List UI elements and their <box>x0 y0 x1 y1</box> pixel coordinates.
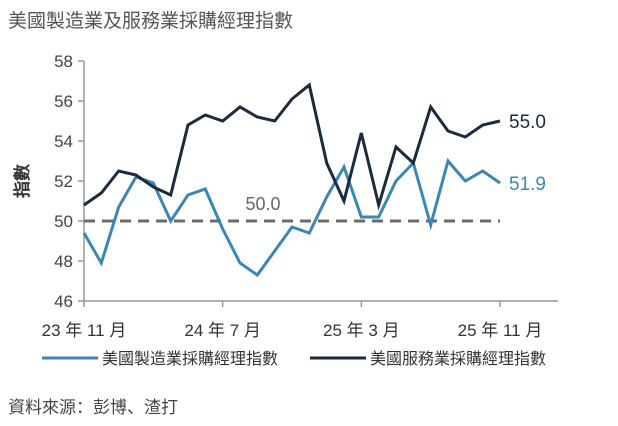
chart-title: 美國製造業及服務業採購經理指數 <box>8 10 294 32</box>
y-tick-label: 54 <box>54 132 73 151</box>
end-value-label: 55.0 <box>509 112 546 133</box>
y-axis-label: 指數 <box>12 164 32 198</box>
y-tick-label: 52 <box>54 172 73 191</box>
y-tick-label: 56 <box>54 92 73 111</box>
x-tick-label: 25 年 11 月 <box>458 321 543 340</box>
y-tick-label: 48 <box>54 252 73 271</box>
x-tick-label: 24 年 7 月 <box>184 321 261 340</box>
y-tick-label: 46 <box>54 292 73 311</box>
x-tick-label: 25 年 3 月 <box>323 321 400 340</box>
x-tick-label: 23 年 11 月 <box>42 321 127 340</box>
legend-label: 美國製造業採購經理指數 <box>102 350 278 368</box>
series-line-services <box>83 82 501 211</box>
y-tick-label: 58 <box>54 52 73 71</box>
source-note: 資料來源：彭博、渣打 <box>8 398 178 418</box>
y-tick-label: 50 <box>54 212 73 231</box>
reference-line-label: 50.0 <box>245 194 280 214</box>
series-line-manufacturing <box>82 157 501 278</box>
legend-label: 美國服務業採購經理指數 <box>370 350 546 368</box>
end-value-label: 51.9 <box>509 174 546 195</box>
